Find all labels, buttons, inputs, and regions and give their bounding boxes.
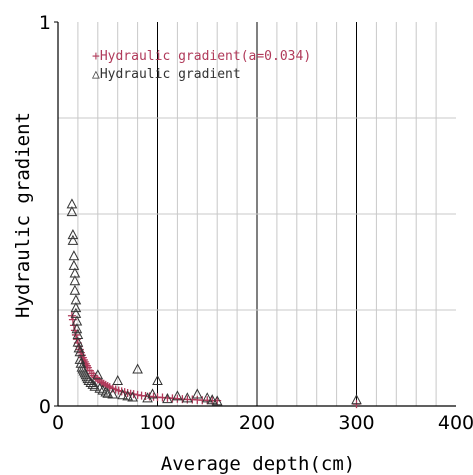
- triangle-point: [127, 391, 138, 402]
- series-layer: [66, 198, 362, 409]
- triangle-point: [66, 206, 78, 217]
- series-triangle: [66, 198, 362, 406]
- triangle-point: [132, 363, 143, 374]
- legend-entry: +Hydraulic gradient(a=0.034): [92, 49, 311, 64]
- triangle-point: [68, 250, 80, 261]
- x-tick-label: 400: [438, 412, 473, 434]
- triangle-point: [152, 374, 163, 386]
- triangle-point: [112, 374, 124, 386]
- triangle-point: [69, 275, 81, 286]
- triangle-point: [67, 234, 79, 245]
- triangle-point: [68, 259, 80, 270]
- triangle-point: [172, 390, 183, 401]
- triangle-point: [182, 392, 193, 403]
- triangle-point: [92, 369, 104, 380]
- triangle-point: [191, 388, 203, 399]
- plus-point: [133, 390, 142, 399]
- x-axis-title: Average depth(cm): [161, 453, 355, 475]
- triangle-point: [69, 284, 81, 295]
- triangle-point: [117, 389, 129, 400]
- triangle-point: [70, 302, 82, 313]
- y-tick-label: 1: [39, 12, 51, 34]
- axis-layer: 0 100 200 300 400 0 1: [39, 12, 473, 434]
- legend: +Hydraulic gradient(a=0.034) △Hydraulic g…: [92, 49, 311, 82]
- triangle-point: [100, 386, 112, 397]
- x-tick-label: 100: [139, 412, 175, 434]
- triangle-point: [206, 394, 218, 405]
- triangle-point: [211, 395, 223, 406]
- x-tick-label: 200: [239, 412, 275, 434]
- triangle-point: [107, 388, 119, 399]
- triangle-point: [201, 392, 213, 403]
- triangle-point: [87, 378, 99, 389]
- x-tick-label: 0: [52, 412, 64, 434]
- x-tick-label: 300: [338, 412, 374, 434]
- y-axis-title: Hydraulic gradient: [12, 112, 34, 318]
- legend-entry: △Hydraulic gradient: [92, 67, 241, 82]
- triangle-point: [162, 393, 173, 404]
- triangle-point: [351, 394, 362, 405]
- y-tick-label: 0: [39, 396, 51, 418]
- triangle-point: [83, 374, 95, 386]
- triangle-point: [67, 229, 79, 240]
- triangle-point: [102, 387, 114, 398]
- triangle-point: [147, 388, 158, 399]
- grid-layer: [58, 22, 456, 406]
- triangle-point: [74, 353, 86, 364]
- triangle-point: [85, 376, 97, 387]
- triangle-point: [122, 390, 133, 401]
- triangle-point: [73, 342, 85, 353]
- triangle-point: [89, 380, 101, 391]
